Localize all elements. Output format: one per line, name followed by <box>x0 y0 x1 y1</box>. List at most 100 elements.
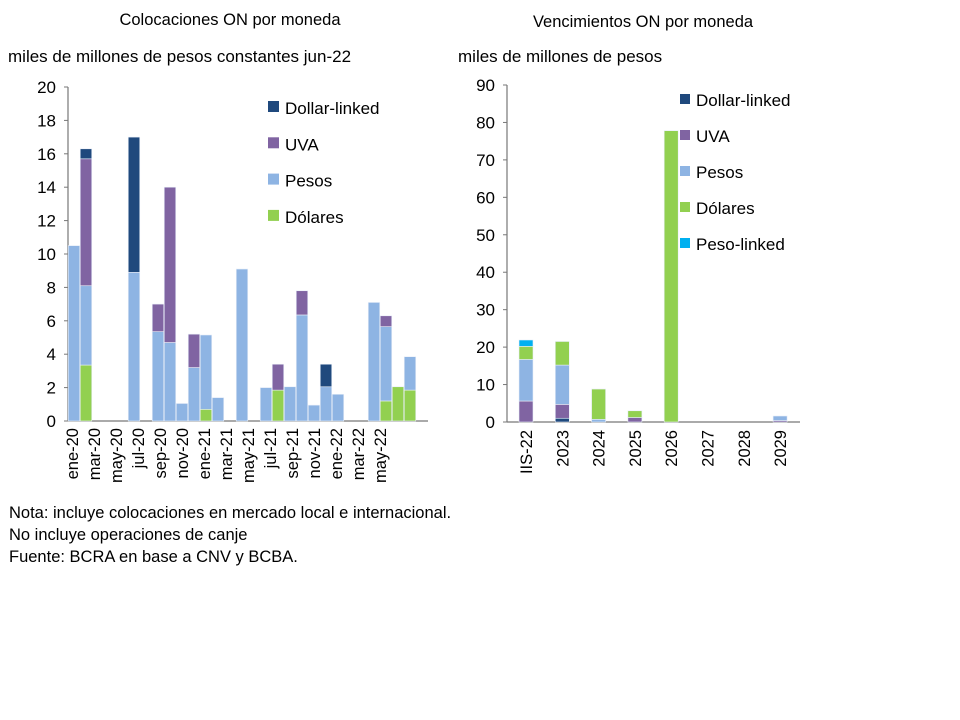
bar-uva <box>271 363 285 391</box>
source-line: Fuente: BCRA en base a CNV y BCBA. <box>9 548 298 566</box>
bar-dlares <box>554 341 570 366</box>
x-tick-label: nov-21 <box>306 428 324 478</box>
x-tick-label: may-20 <box>108 428 126 483</box>
legend-label: Peso-linked <box>696 235 785 254</box>
bar-dlares <box>79 364 93 422</box>
y-tick-label: 20 <box>37 78 56 97</box>
legend-swatch <box>680 94 690 104</box>
legend-swatch <box>268 209 279 221</box>
y-tick-label: 10 <box>476 376 495 395</box>
x-tick-label: ene-20 <box>64 428 82 479</box>
bar-pesolinked <box>518 339 534 347</box>
bar-pesos <box>367 302 381 422</box>
y-tick-label: 8 <box>47 278 56 297</box>
bar-pesos <box>518 359 534 402</box>
bar-dlares <box>271 389 285 422</box>
note-line: Nota: incluye colocaciones en mercado lo… <box>9 504 452 522</box>
bar-uva <box>163 186 177 343</box>
bar-pesos <box>331 393 345 422</box>
bar-uva <box>151 303 165 332</box>
legend-label: Pesos <box>285 172 332 191</box>
y-tick-label: 18 <box>37 111 56 130</box>
bar-pesos <box>319 386 333 422</box>
bar-pesos <box>403 356 417 391</box>
legend-swatch <box>268 173 279 185</box>
bar-pesos <box>379 326 393 402</box>
bar-pesos <box>79 285 93 366</box>
bar-pesos <box>211 397 225 422</box>
x-tick-label: IIS-22 <box>518 430 536 474</box>
bar-pesos <box>163 342 177 422</box>
y-tick-label: 20 <box>476 338 495 357</box>
y-axis-label: miles de millones de pesos constantes ju… <box>8 47 351 66</box>
bar-uva <box>627 417 643 423</box>
legend-label: UVA <box>696 127 730 146</box>
legend-swatch <box>680 202 690 212</box>
bar-uva <box>379 315 393 327</box>
legend-swatch <box>680 130 690 140</box>
legend-label: Dollar-linked <box>696 91 790 110</box>
bar-pesos <box>175 403 189 422</box>
bar-pesos <box>554 364 570 405</box>
bar-uva <box>187 333 201 368</box>
bar-uva <box>295 290 309 316</box>
note-line: No incluye operaciones de canje <box>9 526 248 544</box>
chart-title: Vencimientos ON por moneda <box>533 13 754 31</box>
x-tick-label: mar-21 <box>218 428 236 480</box>
x-tick-label: ene-21 <box>196 428 214 479</box>
x-tick-label: mar-20 <box>86 428 104 480</box>
bar-uva <box>79 158 93 287</box>
x-tick-label: jul-21 <box>262 428 280 469</box>
bar-pesos <box>151 331 165 422</box>
bar-dlares <box>403 389 417 422</box>
x-tick-label: mar-22 <box>350 428 368 480</box>
legend-swatch <box>268 101 279 112</box>
bar-pesos <box>772 415 788 421</box>
legend-label: Pesos <box>696 163 743 182</box>
y-tick-label: 0 <box>47 412 56 431</box>
bar-dlares <box>591 388 606 420</box>
bar-pesos <box>67 245 81 422</box>
bar-dollarlinked <box>127 136 141 273</box>
y-tick-label: 0 <box>486 413 495 432</box>
x-tick-label: sep-20 <box>152 428 170 478</box>
x-tick-label: 2024 <box>591 430 609 467</box>
legend-swatch <box>680 166 690 176</box>
y-tick-label: 6 <box>47 312 56 331</box>
bar-dlares <box>663 130 679 423</box>
y-tick-label: 14 <box>37 178 56 197</box>
x-tick-label: may-21 <box>240 428 258 483</box>
bar-dollarlinked <box>554 417 570 423</box>
y-tick-label: 70 <box>476 151 495 170</box>
bar-pesos <box>283 386 297 422</box>
bar-pesos <box>235 268 249 422</box>
x-tick-label: nov-20 <box>174 428 192 478</box>
bar-uva <box>518 400 534 423</box>
y-tick-label: 50 <box>476 226 495 245</box>
x-tick-label: sep-21 <box>284 428 302 478</box>
legend-label: Dólares <box>285 208 344 227</box>
bar-dollarlinked <box>319 363 333 388</box>
bar-dlares <box>379 400 393 422</box>
y-tick-label: 12 <box>37 212 56 231</box>
y-tick-label: 40 <box>476 263 495 282</box>
bar-pesos <box>187 367 201 422</box>
bar-pesos <box>295 314 309 422</box>
notes: Nota: incluye colocaciones en mercado lo… <box>9 502 451 568</box>
chart-title: Colocaciones ON por moneda <box>119 11 341 29</box>
bar-uva <box>554 404 570 419</box>
legend-swatch <box>268 137 279 149</box>
bar-dlares <box>391 386 405 422</box>
x-tick-label: ene-22 <box>328 428 346 479</box>
y-tick-label: 60 <box>476 188 495 207</box>
x-tick-label: 2028 <box>736 430 754 467</box>
x-tick-label: jul-20 <box>130 428 148 469</box>
legend-swatch <box>680 238 690 248</box>
y-axis-label: miles de millones de pesos <box>458 47 662 66</box>
bar-dlares <box>627 410 643 418</box>
y-tick-label: 4 <box>47 345 56 364</box>
legend-label: UVA <box>285 135 319 154</box>
y-tick-label: 16 <box>37 145 56 164</box>
bar-pesos <box>199 334 213 410</box>
